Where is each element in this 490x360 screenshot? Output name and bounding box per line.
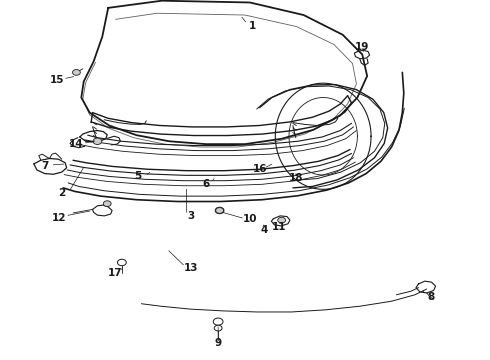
Text: 10: 10 — [243, 215, 257, 224]
Circle shape — [103, 201, 111, 207]
Text: 13: 13 — [184, 263, 198, 273]
Circle shape — [278, 217, 286, 223]
Text: 19: 19 — [355, 42, 369, 52]
Circle shape — [215, 207, 224, 214]
Circle shape — [214, 325, 222, 331]
Text: 7: 7 — [41, 161, 49, 171]
Text: 15: 15 — [49, 75, 64, 85]
Circle shape — [73, 69, 80, 75]
Text: 11: 11 — [272, 222, 287, 231]
Text: 6: 6 — [202, 179, 210, 189]
Circle shape — [93, 138, 102, 144]
Text: 12: 12 — [52, 213, 67, 222]
Text: 16: 16 — [252, 164, 267, 174]
Text: 3: 3 — [188, 211, 195, 221]
Text: 18: 18 — [289, 173, 303, 183]
Circle shape — [118, 259, 126, 266]
Text: 17: 17 — [108, 268, 123, 278]
Text: 5: 5 — [134, 171, 141, 181]
Circle shape — [216, 208, 223, 213]
Text: 1: 1 — [249, 21, 256, 31]
Text: 14: 14 — [69, 139, 84, 149]
Text: 4: 4 — [261, 225, 268, 235]
Text: 8: 8 — [427, 292, 434, 302]
Circle shape — [213, 318, 223, 325]
Text: 9: 9 — [215, 338, 221, 348]
Text: 2: 2 — [58, 188, 65, 198]
